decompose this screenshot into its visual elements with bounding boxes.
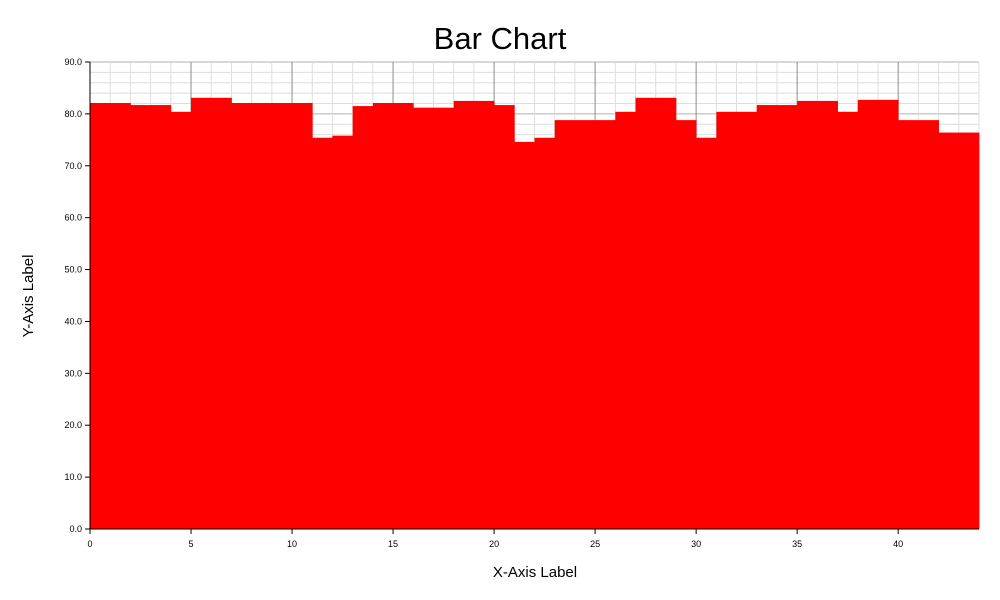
bar: [170, 111, 192, 530]
bar: [453, 100, 495, 530]
x-tick-label: 40: [893, 539, 903, 549]
bar: [716, 111, 758, 530]
bar: [635, 97, 677, 529]
bar: [615, 111, 636, 530]
bar: [312, 137, 333, 529]
bar: [130, 105, 172, 529]
bar: [675, 120, 697, 530]
bar: [898, 120, 939, 530]
bar: [514, 141, 535, 530]
y-tick-label: 80.0: [64, 109, 82, 119]
bars: [90, 97, 980, 530]
chart-title: Bar Chart: [434, 21, 567, 56]
bar: [372, 102, 414, 530]
x-tick-label: 20: [489, 539, 499, 549]
y-tick-label: 40.0: [64, 316, 82, 326]
y-tick-label: 10.0: [64, 472, 82, 482]
bar: [534, 137, 556, 529]
bar: [797, 100, 838, 530]
x-tick-label: 0: [87, 539, 92, 549]
y-tick-label: 90.0: [64, 57, 82, 67]
x-tick-label: 15: [388, 539, 398, 549]
y-tick-label: 60.0: [64, 213, 82, 223]
bar: [332, 135, 354, 529]
bar: [554, 120, 616, 530]
bar: [231, 102, 313, 530]
bar: [90, 102, 131, 530]
x-axis-label: X-Axis Label: [493, 564, 577, 581]
x-tick-label: 35: [792, 539, 802, 549]
y-tick-label: 20.0: [64, 420, 82, 430]
y-axis-label: Y-Axis Label: [20, 255, 37, 338]
x-tick-label: 30: [691, 539, 701, 549]
axes: [89, 62, 979, 530]
x-ticks: 0 5 10 15 20 25 30 35 40: [87, 529, 903, 549]
y-tick-label: 0.0: [69, 524, 82, 534]
bar: [938, 132, 980, 529]
bar: [756, 105, 798, 529]
y-tick-label: 30.0: [64, 368, 82, 378]
y-tick-label: 70.0: [64, 161, 82, 171]
y-ticks: 0.0 10.0 20.0 30.0 40.0 50.0 60.0 70.0 80.0 90.0: [64, 57, 90, 534]
bar: [837, 111, 859, 530]
bar: [413, 107, 455, 529]
bar: [352, 106, 374, 529]
y-tick-label: 50.0: [64, 265, 82, 275]
x-tick-label: 25: [590, 539, 600, 549]
bar: [696, 137, 717, 529]
bar: [857, 99, 899, 529]
bar: [191, 97, 232, 529]
bar: [494, 105, 515, 529]
x-tick-label: 10: [287, 539, 297, 549]
x-tick-label: 5: [189, 539, 194, 549]
